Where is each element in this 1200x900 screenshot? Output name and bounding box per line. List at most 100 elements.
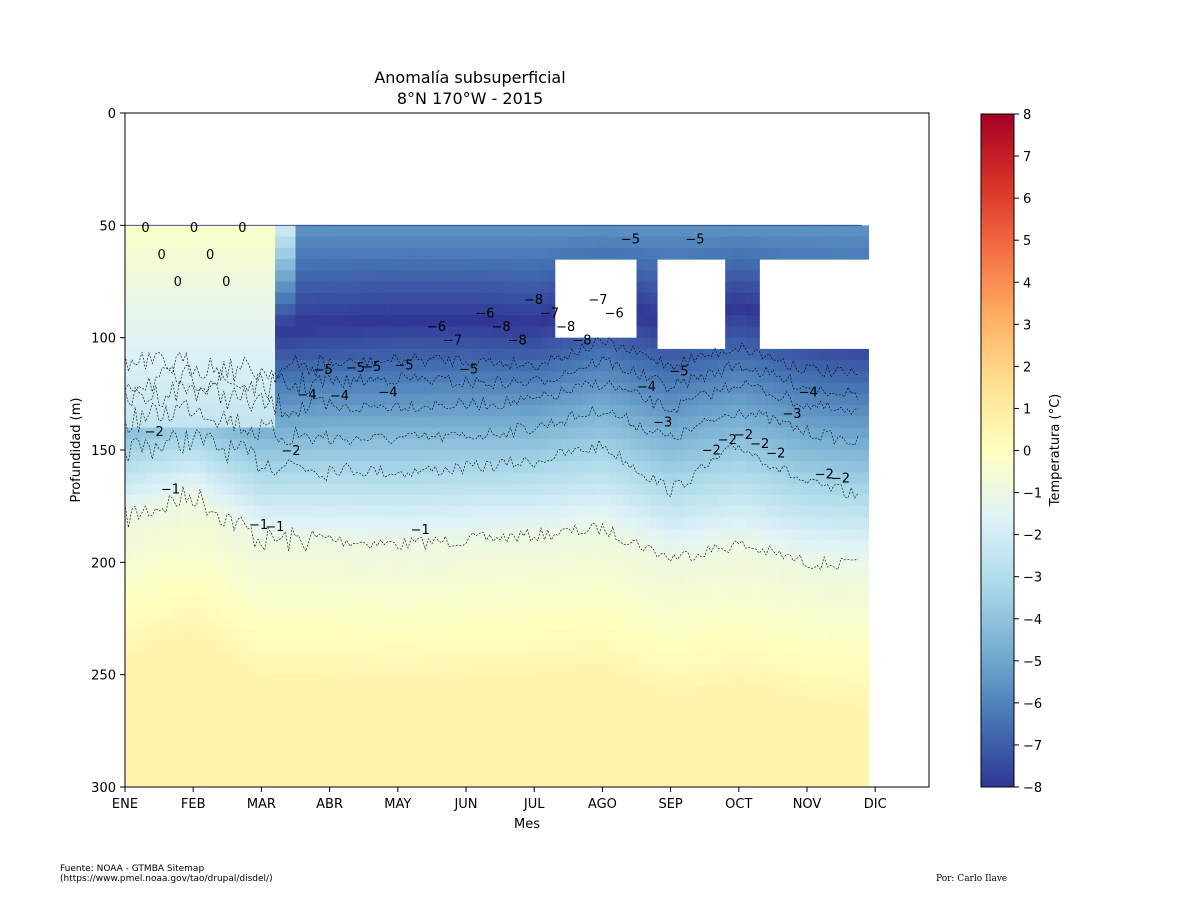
heatmap-cell <box>254 618 262 631</box>
heatmap-cell <box>793 393 801 406</box>
heatmap-cell <box>534 742 542 754</box>
heatmap-cell <box>138 247 147 260</box>
heatmap-cell <box>295 674 303 687</box>
heatmap-cell <box>138 663 147 676</box>
heatmap-cell <box>377 281 385 294</box>
heatmap-cell <box>186 742 194 754</box>
heatmap-cell <box>786 438 794 451</box>
heatmap-cell <box>616 517 624 530</box>
heatmap-cell <box>554 697 563 709</box>
heatmap-cell <box>240 438 249 451</box>
heatmap-cell <box>336 764 344 777</box>
heatmap-cell <box>820 247 829 260</box>
heatmap-cell <box>834 753 842 766</box>
heatmap-cell <box>200 315 208 328</box>
heatmap-cell <box>472 719 481 732</box>
heatmap-cell <box>520 236 528 249</box>
heatmap-cell <box>547 438 556 451</box>
heatmap-cell <box>670 494 679 507</box>
heatmap-cell <box>575 562 583 575</box>
heatmap-cell <box>309 775 317 787</box>
heatmap-cell <box>609 719 617 732</box>
heatmap-cell <box>493 517 501 530</box>
heatmap-cell <box>506 551 515 563</box>
heatmap-cell <box>663 236 672 249</box>
heatmap-cell <box>179 461 187 474</box>
heatmap-cell <box>486 236 494 249</box>
heatmap-cell <box>425 551 433 563</box>
heatmap-cell <box>254 472 262 485</box>
heatmap-cell <box>404 708 413 721</box>
heatmap-cell <box>193 225 201 238</box>
heatmap-cell <box>459 438 467 451</box>
heatmap-cell <box>691 640 699 653</box>
heatmap-cell <box>131 303 140 316</box>
heatmap-cell <box>343 775 351 787</box>
heatmap-cell <box>213 528 222 541</box>
heatmap-cell <box>200 685 208 698</box>
heatmap-cell <box>704 753 713 766</box>
heatmap-cell <box>247 685 256 698</box>
heatmap-cell <box>786 629 794 642</box>
heatmap-cell <box>725 348 733 361</box>
heatmap-cell <box>370 719 378 732</box>
heatmap-cell <box>711 450 719 462</box>
heatmap-cell <box>786 708 794 721</box>
heatmap-cell <box>404 674 413 687</box>
heatmap-cell <box>759 708 767 721</box>
heatmap-cell <box>240 753 249 766</box>
heatmap-cell <box>220 259 228 271</box>
heatmap-cell <box>493 539 501 552</box>
heatmap-cell <box>186 427 194 440</box>
heatmap-cell <box>691 461 699 474</box>
heatmap-cell <box>404 337 413 350</box>
heatmap-cell <box>438 303 447 316</box>
heatmap-cell <box>738 652 747 665</box>
heatmap-cell <box>275 730 283 743</box>
heatmap-cell <box>466 225 474 238</box>
heatmap-cell <box>466 236 474 249</box>
heatmap-cell <box>234 562 242 575</box>
heatmap-cell <box>677 236 685 249</box>
heatmap-cell <box>315 517 324 530</box>
heatmap-cell <box>486 472 494 485</box>
heatmap-cell <box>411 697 419 709</box>
heatmap-cell <box>200 416 208 429</box>
heatmap-cell <box>254 315 262 328</box>
heatmap-cell <box>363 483 372 496</box>
heatmap-cell <box>697 596 706 608</box>
heatmap-cell <box>738 742 747 754</box>
heatmap-cell <box>459 371 467 384</box>
heatmap-cell <box>125 697 133 709</box>
heatmap-cell <box>220 281 228 294</box>
heatmap-cell <box>588 697 597 709</box>
heatmap-cell <box>691 528 699 541</box>
heatmap-cell <box>772 618 781 631</box>
heatmap-cell <box>363 360 372 372</box>
heatmap-cell <box>793 236 801 249</box>
heatmap-cell <box>718 775 726 787</box>
heatmap-cell <box>506 270 515 283</box>
heatmap-cell <box>234 348 242 361</box>
heatmap-cell <box>527 270 535 283</box>
heatmap-cell <box>363 461 372 474</box>
heatmap-cell <box>636 685 644 698</box>
heatmap-cell <box>350 416 358 429</box>
heatmap-cell <box>356 270 365 283</box>
heatmap-cell <box>356 719 365 732</box>
heatmap-cell <box>336 360 344 372</box>
heatmap-cell <box>227 629 235 642</box>
heatmap-cell <box>302 315 310 328</box>
heatmap-cell <box>145 596 153 608</box>
heatmap-cell <box>500 674 508 687</box>
heatmap-cell <box>841 382 849 395</box>
heatmap-cell <box>479 236 488 249</box>
heatmap-cell <box>807 506 815 518</box>
heatmap-cell <box>493 562 501 575</box>
heatmap-cell <box>165 371 174 384</box>
heatmap-cell <box>643 506 651 518</box>
heatmap-cell <box>588 494 597 507</box>
heatmap-cell <box>452 685 460 698</box>
heatmap-cell <box>390 494 399 507</box>
heatmap-cell <box>636 517 644 530</box>
